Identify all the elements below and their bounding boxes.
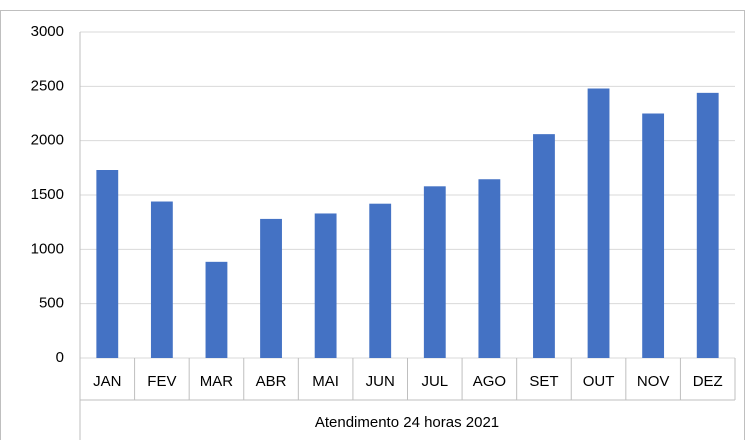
bar (423, 186, 446, 358)
x-tick-label: DEZ (693, 373, 723, 390)
y-tick-label: 500 (39, 295, 64, 312)
bar (205, 261, 228, 358)
x-axis-label: Atendimento 24 horas 2021 (315, 414, 499, 431)
bar (150, 201, 173, 358)
x-tick-label: MAI (312, 373, 339, 390)
bar (533, 134, 555, 358)
y-tick-label: 1500 (31, 186, 64, 203)
bar (369, 203, 392, 358)
x-tick-label: FEV (147, 373, 176, 390)
chart-frame (0, 10, 745, 440)
x-tick-label: OUT (583, 373, 615, 390)
x-tick-label: MAR (200, 373, 234, 390)
y-tick-label: 3000 (31, 23, 64, 40)
x-tick-label: SET (529, 373, 558, 390)
y-tick-label: 1000 (31, 240, 64, 257)
y-tick-label: 2000 (31, 132, 64, 149)
x-tick-label: NOV (637, 373, 670, 390)
y-tick-label: 0 (56, 349, 64, 366)
x-tick-label: ABR (256, 373, 287, 390)
bar (260, 218, 282, 358)
bar (696, 92, 719, 358)
x-tick-label: JUL (421, 373, 448, 390)
bar (478, 179, 501, 358)
y-tick-label: 2500 (31, 77, 64, 94)
bar (314, 213, 337, 358)
bar (96, 170, 119, 358)
x-tick-label: AGO (473, 373, 506, 390)
bar (587, 88, 610, 359)
x-tick-label: JUN (366, 373, 395, 390)
bar (642, 113, 665, 358)
x-tick-label: JAN (93, 373, 121, 390)
